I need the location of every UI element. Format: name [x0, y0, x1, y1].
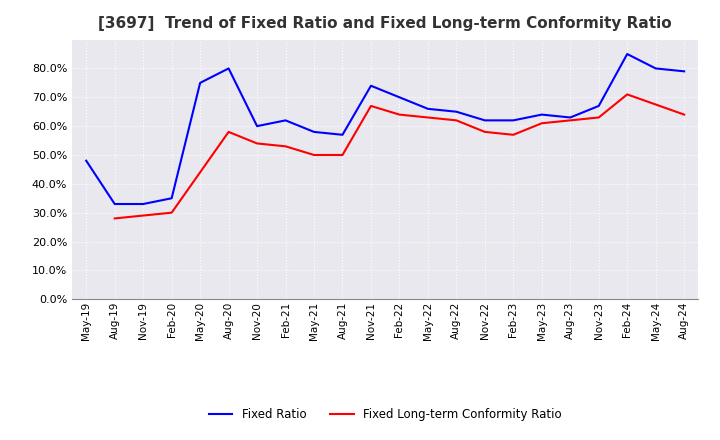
Fixed Long-term Conformity Ratio	[310, 152, 318, 158]
Line: Fixed Ratio: Fixed Ratio	[86, 54, 684, 204]
Fixed Ratio	[623, 51, 631, 57]
Fixed Ratio	[366, 83, 375, 88]
Fixed Ratio	[595, 103, 603, 109]
Fixed Long-term Conformity Ratio	[452, 118, 461, 123]
Legend: Fixed Ratio, Fixed Long-term Conformity Ratio: Fixed Ratio, Fixed Long-term Conformity …	[204, 404, 567, 426]
Fixed Long-term Conformity Ratio	[110, 216, 119, 221]
Fixed Long-term Conformity Ratio	[167, 210, 176, 215]
Fixed Long-term Conformity Ratio	[253, 141, 261, 146]
Fixed Long-term Conformity Ratio	[480, 129, 489, 135]
Line: Fixed Long-term Conformity Ratio: Fixed Long-term Conformity Ratio	[114, 95, 684, 218]
Fixed Long-term Conformity Ratio	[282, 144, 290, 149]
Fixed Ratio	[395, 95, 404, 100]
Title: [3697]  Trend of Fixed Ratio and Fixed Long-term Conformity Ratio: [3697] Trend of Fixed Ratio and Fixed Lo…	[99, 16, 672, 32]
Fixed Ratio	[480, 118, 489, 123]
Fixed Long-term Conformity Ratio	[537, 121, 546, 126]
Fixed Long-term Conformity Ratio	[366, 103, 375, 109]
Fixed Ratio	[423, 106, 432, 111]
Fixed Ratio	[82, 158, 91, 163]
Fixed Ratio	[509, 118, 518, 123]
Fixed Ratio	[225, 66, 233, 71]
Fixed Long-term Conformity Ratio	[338, 152, 347, 158]
Fixed Ratio	[139, 202, 148, 207]
Fixed Long-term Conformity Ratio	[623, 92, 631, 97]
Fixed Ratio	[680, 69, 688, 74]
Fixed Ratio	[196, 80, 204, 85]
Fixed Long-term Conformity Ratio	[395, 112, 404, 117]
Fixed Ratio	[282, 118, 290, 123]
Fixed Long-term Conformity Ratio	[680, 112, 688, 117]
Fixed Ratio	[452, 109, 461, 114]
Fixed Ratio	[338, 132, 347, 137]
Fixed Long-term Conformity Ratio	[509, 132, 518, 137]
Fixed Long-term Conformity Ratio	[566, 118, 575, 123]
Fixed Long-term Conformity Ratio	[225, 129, 233, 135]
Fixed Ratio	[167, 196, 176, 201]
Fixed Long-term Conformity Ratio	[595, 115, 603, 120]
Fixed Ratio	[537, 112, 546, 117]
Fixed Ratio	[566, 115, 575, 120]
Fixed Ratio	[253, 124, 261, 129]
Fixed Long-term Conformity Ratio	[423, 115, 432, 120]
Fixed Ratio	[652, 66, 660, 71]
Fixed Ratio	[110, 202, 119, 207]
Fixed Ratio	[310, 129, 318, 135]
